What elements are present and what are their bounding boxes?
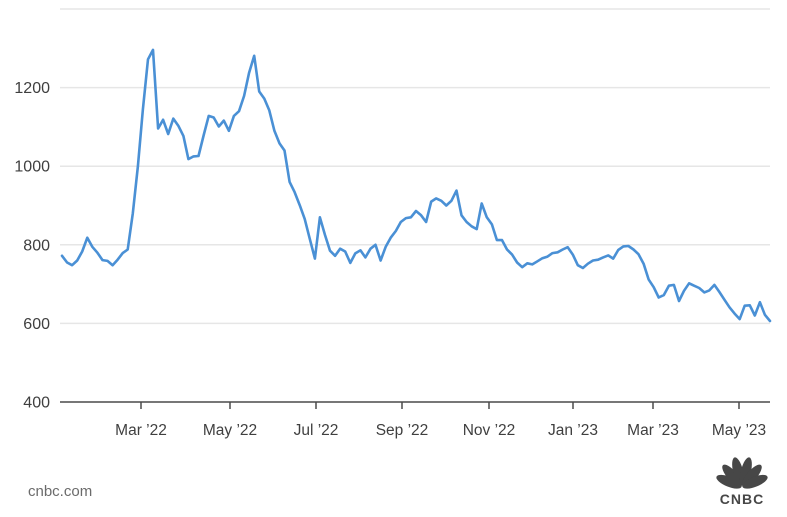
x-axis-tick-label: May ’22 <box>203 422 257 439</box>
y-axis-tick-label: 1200 <box>14 80 50 97</box>
price-line <box>60 48 772 323</box>
cnbc-logo-wordmark: CNBC <box>720 491 764 507</box>
source-watermark: cnbc.com <box>28 483 93 500</box>
x-axis-tick-label: May ’23 <box>712 422 766 439</box>
price-line-chart: 400 600 800 1000 1200 Mar ’22 May ’22 Jul ’22 Se… <box>14 8 772 439</box>
x-axis-tick-label: Jul ’22 <box>294 422 339 439</box>
cnbc-peacock-icon <box>716 457 768 489</box>
y-axis-tick-label: 600 <box>23 316 50 333</box>
y-axis-tick-label: 1000 <box>14 159 50 176</box>
x-axis-tick-label: Nov ’22 <box>463 422 516 439</box>
x-axis-tick-label: Sep ’22 <box>376 422 429 439</box>
y-axis-tick-label: 800 <box>23 237 50 254</box>
x-axis-tick-label: Mar ’22 <box>115 422 167 439</box>
cnbc-logo: CNBC <box>716 457 768 507</box>
y-axis-tick-label: 400 <box>23 395 50 412</box>
x-axis-tick-label: Jan ’23 <box>548 422 598 439</box>
x-axis-tick-label: Mar ’23 <box>627 422 679 439</box>
